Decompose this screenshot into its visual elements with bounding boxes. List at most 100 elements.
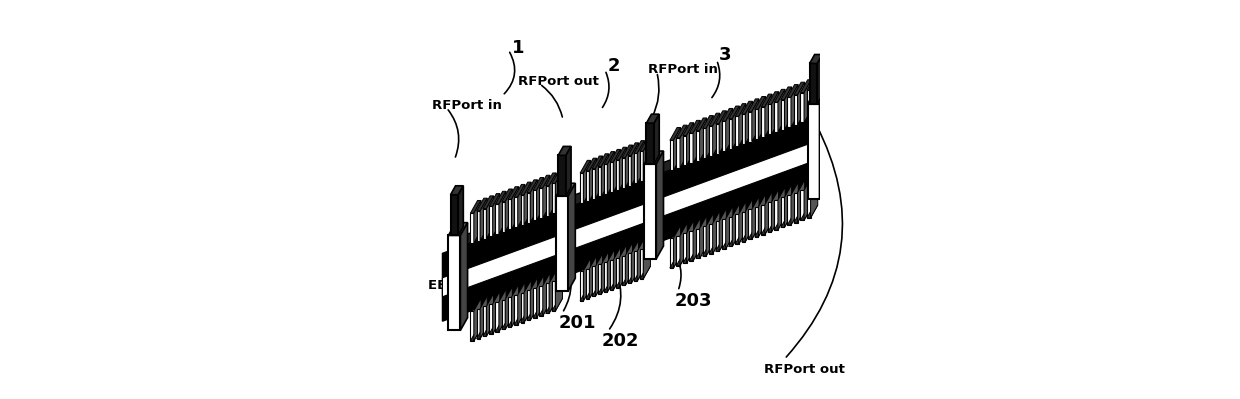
Polygon shape <box>735 231 746 244</box>
Polygon shape <box>604 262 608 292</box>
Polygon shape <box>804 80 811 122</box>
Polygon shape <box>810 55 822 63</box>
Polygon shape <box>715 239 727 251</box>
Polygon shape <box>557 183 575 196</box>
Polygon shape <box>539 175 551 188</box>
Polygon shape <box>549 173 557 215</box>
Polygon shape <box>470 213 474 243</box>
Polygon shape <box>676 236 680 266</box>
Polygon shape <box>622 158 625 188</box>
Polygon shape <box>676 125 687 138</box>
Polygon shape <box>801 207 811 220</box>
Polygon shape <box>627 253 631 283</box>
Polygon shape <box>696 131 699 161</box>
Polygon shape <box>640 266 651 279</box>
Polygon shape <box>715 124 719 154</box>
Polygon shape <box>689 133 693 163</box>
Polygon shape <box>742 229 753 242</box>
Polygon shape <box>558 155 565 196</box>
Polygon shape <box>777 89 785 132</box>
Text: 202: 202 <box>603 332 640 350</box>
Polygon shape <box>755 207 759 237</box>
Polygon shape <box>595 254 603 296</box>
Polygon shape <box>580 160 590 173</box>
Polygon shape <box>787 212 799 225</box>
Polygon shape <box>490 194 500 206</box>
Polygon shape <box>673 128 681 170</box>
Polygon shape <box>777 187 785 230</box>
Polygon shape <box>634 251 637 281</box>
Polygon shape <box>598 154 609 166</box>
Polygon shape <box>508 297 511 327</box>
Polygon shape <box>797 82 805 125</box>
Polygon shape <box>539 303 551 316</box>
Polygon shape <box>733 106 739 149</box>
Polygon shape <box>768 219 779 232</box>
Polygon shape <box>755 224 765 237</box>
Polygon shape <box>608 152 615 194</box>
Polygon shape <box>511 284 518 327</box>
Polygon shape <box>706 116 713 158</box>
Polygon shape <box>627 271 639 283</box>
Polygon shape <box>546 300 557 313</box>
Polygon shape <box>713 211 720 254</box>
Polygon shape <box>801 80 811 93</box>
Polygon shape <box>785 87 791 130</box>
Polygon shape <box>505 287 512 330</box>
Text: 1: 1 <box>511 39 525 57</box>
Polygon shape <box>450 105 821 308</box>
Polygon shape <box>627 156 631 186</box>
Polygon shape <box>508 187 518 200</box>
Polygon shape <box>771 190 779 232</box>
Polygon shape <box>521 182 531 195</box>
Polygon shape <box>640 138 651 151</box>
Polygon shape <box>644 236 651 279</box>
Polygon shape <box>476 326 487 339</box>
Polygon shape <box>715 111 727 124</box>
Polygon shape <box>797 180 805 223</box>
Polygon shape <box>480 296 487 339</box>
Polygon shape <box>557 196 568 291</box>
Polygon shape <box>640 249 644 279</box>
Polygon shape <box>781 198 785 227</box>
Polygon shape <box>774 89 785 102</box>
Polygon shape <box>683 136 687 166</box>
Polygon shape <box>751 99 759 142</box>
Polygon shape <box>460 223 467 330</box>
Polygon shape <box>521 292 525 322</box>
Polygon shape <box>787 97 791 127</box>
Polygon shape <box>699 216 707 259</box>
Polygon shape <box>748 209 751 239</box>
Polygon shape <box>604 164 608 194</box>
Text: 201: 201 <box>558 314 595 332</box>
Polygon shape <box>482 306 486 336</box>
Polygon shape <box>533 190 537 220</box>
Polygon shape <box>699 118 707 161</box>
Polygon shape <box>591 169 595 199</box>
Polygon shape <box>546 283 549 313</box>
Polygon shape <box>511 187 518 229</box>
Polygon shape <box>622 255 625 285</box>
Polygon shape <box>640 151 644 181</box>
Polygon shape <box>670 128 681 140</box>
Polygon shape <box>735 117 739 146</box>
Polygon shape <box>676 253 687 266</box>
Polygon shape <box>722 236 733 249</box>
Polygon shape <box>556 171 563 213</box>
Polygon shape <box>552 298 563 311</box>
Polygon shape <box>482 324 494 336</box>
Polygon shape <box>515 312 525 325</box>
Polygon shape <box>498 191 506 234</box>
Polygon shape <box>742 212 745 242</box>
Polygon shape <box>725 206 733 249</box>
Polygon shape <box>761 94 773 107</box>
Polygon shape <box>583 160 590 203</box>
Polygon shape <box>583 258 590 301</box>
Polygon shape <box>811 175 817 218</box>
Polygon shape <box>631 143 639 186</box>
Polygon shape <box>589 158 596 201</box>
Polygon shape <box>703 243 713 256</box>
Polygon shape <box>768 92 779 105</box>
Polygon shape <box>502 317 512 330</box>
Polygon shape <box>450 195 459 235</box>
